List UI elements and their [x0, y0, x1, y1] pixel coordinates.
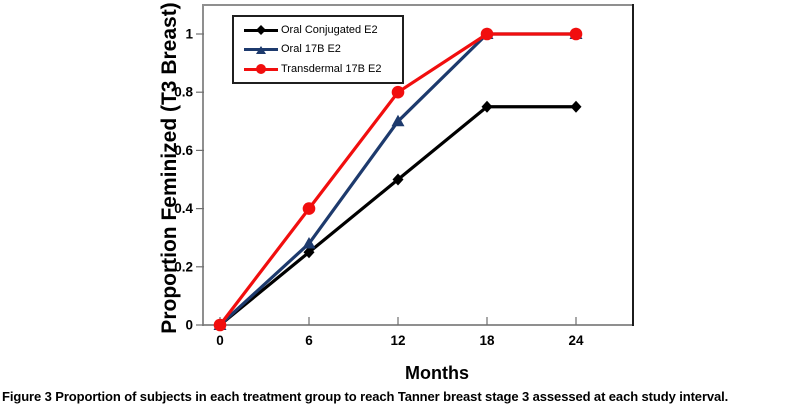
- legend-sample-triangle: [244, 43, 278, 56]
- legend-item: Transdermal 17B E2: [244, 63, 402, 76]
- legend-label: Oral 17B E2: [281, 43, 341, 55]
- legend: Oral Conjugated E2 Oral 17B E2 Transdermal…: [232, 15, 404, 84]
- series-transdermal-17b-e2: [213, 27, 583, 332]
- plot-area: 0 6 12 18 24 0 0.2 0.4 0.6 0.8 1: [174, 4, 634, 348]
- y-axis-title: Proportion Feminized (T3 Breast): [158, 2, 181, 333]
- y-tick-label: 1: [185, 27, 193, 42]
- y-tick-label: 0.4: [174, 201, 193, 216]
- legend-item: Oral Conjugated E2: [244, 24, 402, 37]
- x-tick-label: 6: [305, 333, 313, 348]
- triangle-marker-icon: [256, 45, 266, 54]
- figure-caption: Figure 3 Proportion of subjects in each …: [2, 389, 794, 406]
- series-oral-conjugated-e2: [214, 100, 582, 331]
- legend-sample-diamond: [244, 24, 278, 37]
- diamond-marker-icon: [256, 25, 266, 35]
- x-tick-label: 24: [568, 333, 584, 348]
- y-tick-label: 0.2: [174, 259, 193, 274]
- chart: 0 6 12 18 24 0 0.2 0.4 0.6 0.8 1 Proportion Femini…: [158, 2, 634, 383]
- legend-label: Transdermal 17B E2: [281, 62, 382, 75]
- x-tick-label: 0: [216, 333, 224, 348]
- figure-caption-label: Figure 3: [2, 389, 52, 404]
- figure-caption-text: Proportion of subjects in each treatment…: [55, 389, 729, 404]
- x-axis-title: Months: [405, 363, 469, 383]
- y-tick-label: 0.8: [174, 85, 193, 100]
- circle-marker-icon: [256, 64, 266, 74]
- y-tick-label: 0.6: [174, 143, 193, 158]
- legend-label: Oral Conjugated E2: [281, 23, 378, 36]
- x-tick-label: 18: [479, 333, 495, 348]
- legend-sample-circle: [244, 63, 278, 76]
- y-tick-label: 0: [185, 318, 193, 333]
- legend-item: Oral 17B E2: [244, 43, 402, 56]
- x-tick-label: 12: [390, 333, 405, 348]
